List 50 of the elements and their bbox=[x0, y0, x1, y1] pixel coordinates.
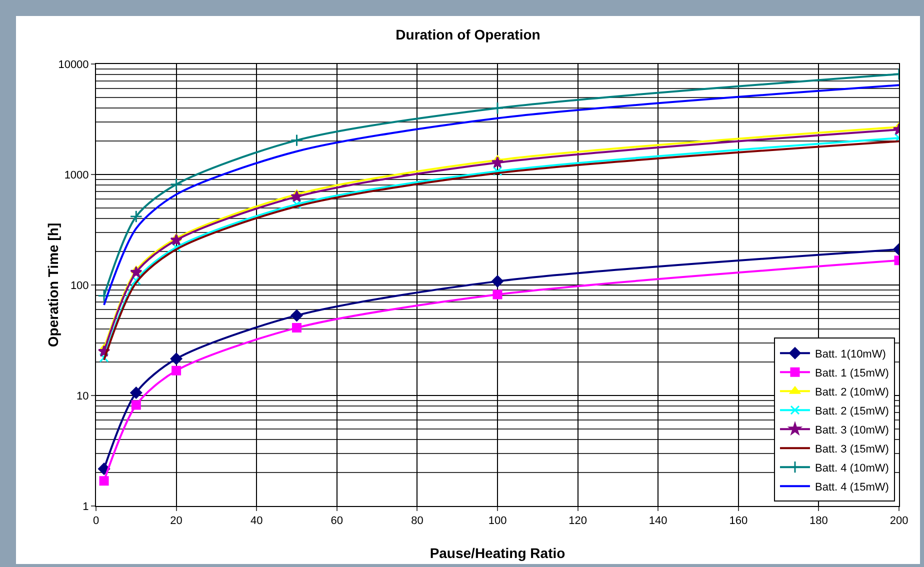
x-tick-label: 160 bbox=[729, 515, 748, 528]
legend-label: Batt. 4 (10mW) bbox=[814, 462, 889, 474]
point bbox=[170, 234, 182, 246]
point bbox=[492, 275, 504, 288]
y-tick-label: 1 bbox=[82, 500, 89, 513]
x-tick-label: 0 bbox=[92, 515, 100, 528]
x-tick-label: 40 bbox=[250, 515, 263, 528]
legend-label: Batt. 3 (15mW) bbox=[814, 443, 889, 456]
point bbox=[98, 289, 110, 302]
legend-label: Batt. 1(10mW) bbox=[814, 348, 886, 360]
point bbox=[130, 386, 142, 399]
point bbox=[292, 200, 302, 210]
x-tick-label: 140 bbox=[648, 515, 668, 528]
y-tick-label: 1000 bbox=[64, 169, 89, 182]
point bbox=[131, 400, 141, 410]
x-axis-title: Pause/Heating Ratio bbox=[430, 545, 566, 561]
point bbox=[491, 102, 504, 114]
x-tick-label: 80 bbox=[411, 515, 424, 528]
x-tick-label: 180 bbox=[810, 515, 828, 528]
point bbox=[99, 352, 109, 362]
y-axis-title: Operation Time [h] bbox=[45, 222, 61, 348]
x-tick-label: 60 bbox=[330, 515, 344, 528]
point bbox=[290, 310, 303, 322]
y-tick-label: 10 bbox=[76, 390, 89, 402]
chart-title: Duration of Operation bbox=[396, 26, 540, 42]
y-tick-label: 100 bbox=[70, 280, 89, 292]
legend-label: Batt. 2 (10mW) bbox=[814, 386, 889, 398]
point bbox=[492, 166, 502, 176]
point bbox=[170, 352, 182, 365]
point bbox=[172, 242, 182, 252]
point bbox=[290, 134, 304, 147]
point bbox=[131, 276, 141, 286]
x-tick-label: 200 bbox=[890, 515, 908, 528]
y-tick-label: 10000 bbox=[58, 58, 89, 71]
point bbox=[130, 210, 142, 223]
point bbox=[172, 366, 182, 376]
x-tick-label: 100 bbox=[488, 515, 507, 528]
legend-label: Batt. 3 (10mW) bbox=[814, 424, 889, 436]
legend-label: Batt. 2 (15mW) bbox=[814, 405, 889, 418]
point bbox=[130, 266, 142, 278]
point bbox=[290, 190, 303, 202]
point bbox=[492, 290, 502, 300]
legend-label: Batt. 4 (15mW) bbox=[814, 481, 889, 494]
x-tick-label: 120 bbox=[568, 515, 587, 528]
x-tick-label: 20 bbox=[170, 515, 182, 528]
point bbox=[170, 178, 183, 191]
legend-label: Batt. 1 (15mW) bbox=[814, 367, 889, 380]
point bbox=[292, 323, 302, 333]
point bbox=[491, 156, 504, 168]
point bbox=[99, 476, 109, 486]
